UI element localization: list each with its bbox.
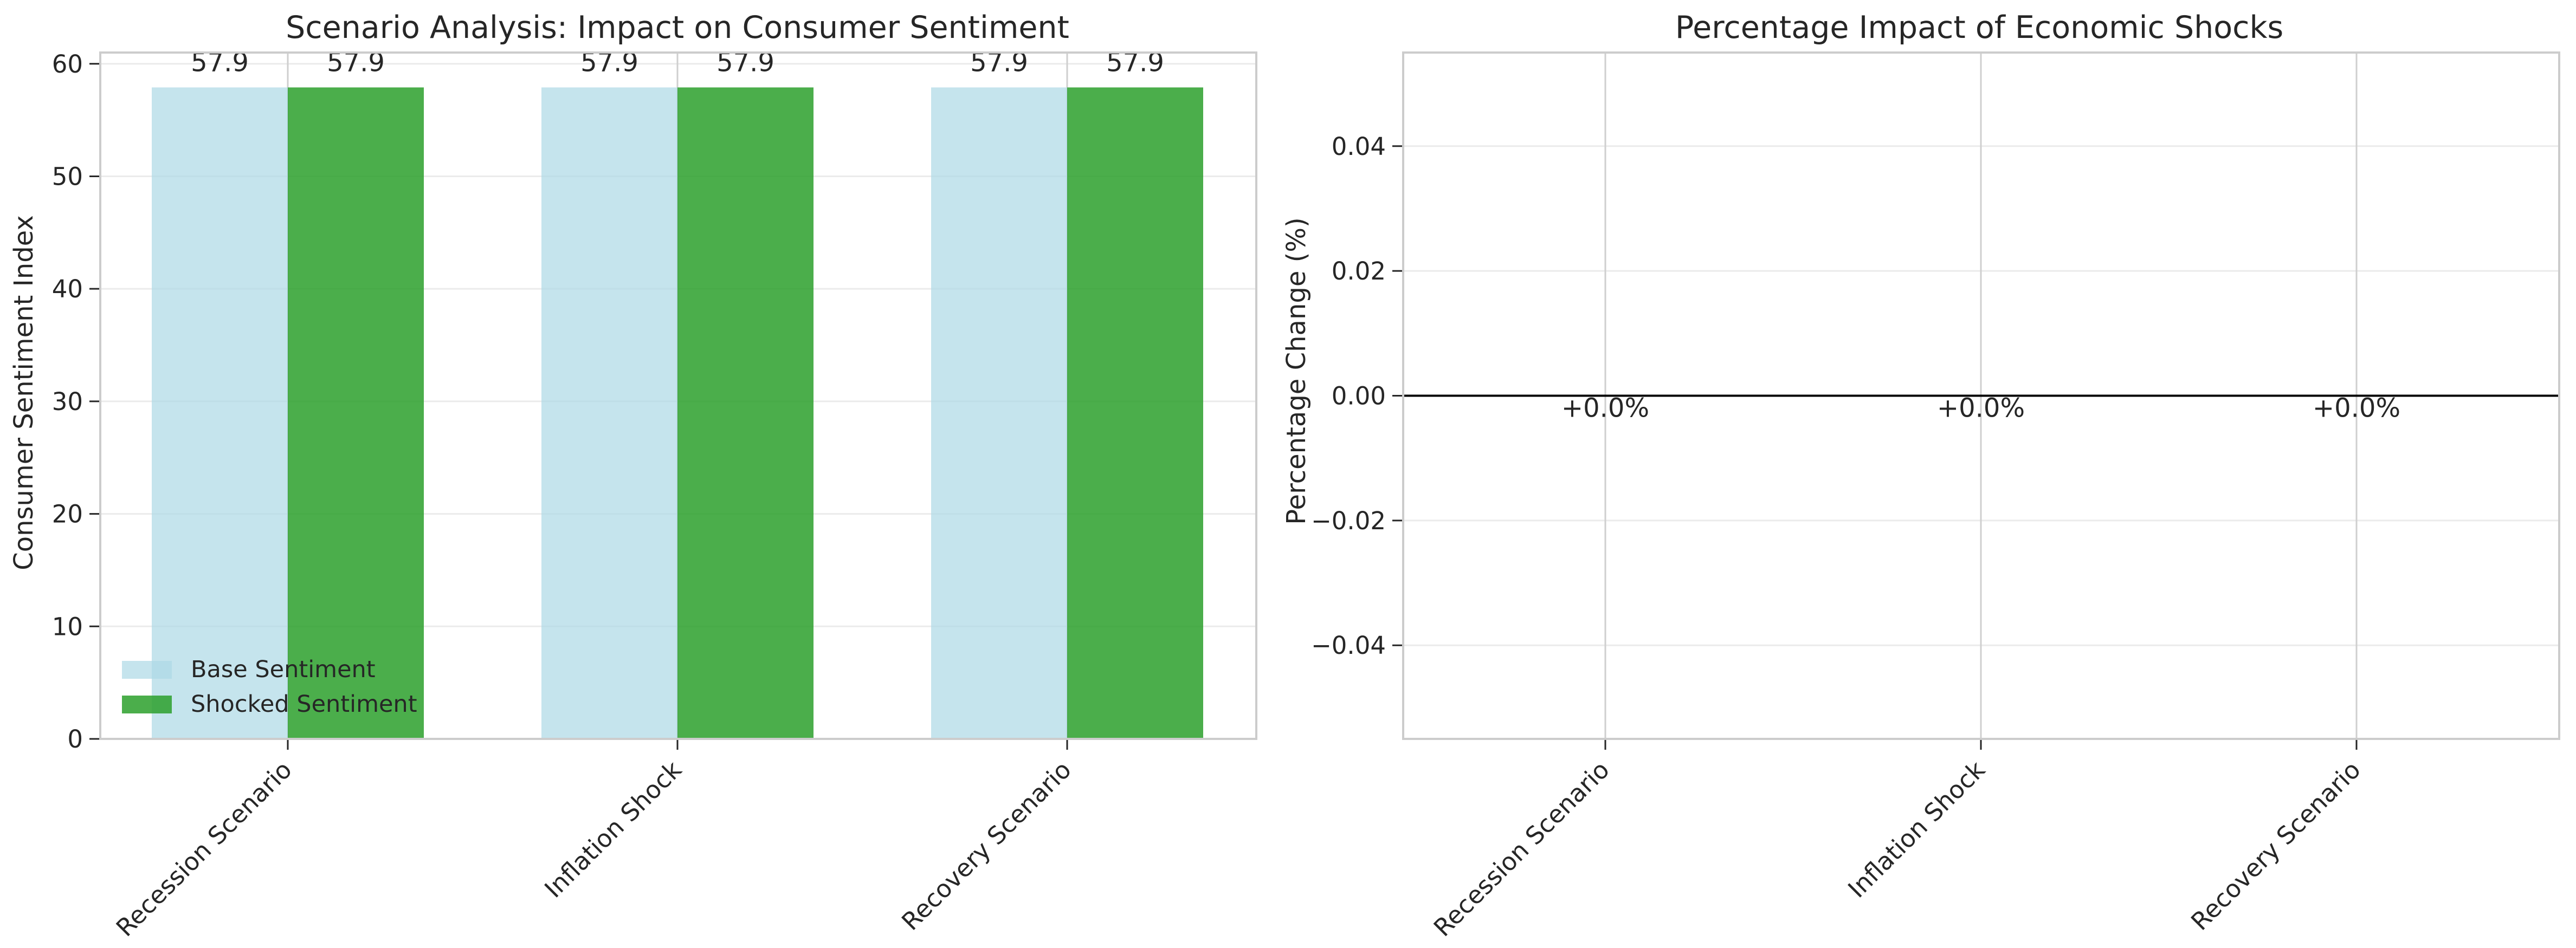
y-tick-label: 10 [52, 612, 83, 641]
sentiment-panel: Scenario Analysis: Impact on Consumer Se… [9, 10, 1257, 942]
legend-swatch [122, 661, 172, 679]
legend-label: Base Sentiment [191, 656, 376, 683]
y-tick-label: 0.04 [1332, 132, 1386, 161]
data-label: +0.0% [1561, 393, 1649, 424]
plot-frame [99, 51, 1257, 740]
y-tick-label: 40 [52, 275, 83, 303]
base-sentiment-bar [541, 87, 677, 739]
data-label: +0.0% [1937, 393, 2025, 424]
legend-label: Shocked Sentiment [191, 691, 417, 718]
y-tick-label: 0.02 [1332, 257, 1386, 285]
y-tick-label: 50 [52, 162, 83, 191]
y-tick-label: 0 [67, 725, 83, 754]
plot-frame [1402, 51, 2560, 740]
percentage-panel: Percentage Impact of Economic Shocks Per… [1281, 10, 2560, 942]
y-axis-label: Percentage Change (%) [1281, 217, 1312, 524]
x-tick-label: Inflation Shock [1842, 755, 1990, 903]
x-tick-label: Recession Scenario [1428, 755, 1615, 942]
y-tick-label: 20 [52, 500, 83, 529]
base-sentiment-bar [931, 87, 1067, 739]
y-tick-label: −0.04 [1311, 631, 1386, 660]
y-tick-label: 0.00 [1332, 382, 1386, 411]
y-tick-label: 60 [52, 50, 83, 79]
data-label: +0.0% [2313, 393, 2400, 424]
x-tick-label: Inflation Shock [539, 755, 687, 903]
x-tick-label: Recovery Scenario [2185, 755, 2366, 936]
chart-title: Percentage Impact of Economic Shocks [1675, 10, 2283, 46]
chart-title: Scenario Analysis: Impact on Consumer Se… [286, 10, 1069, 46]
x-tick-label: Recovery Scenario [896, 755, 1076, 936]
y-tick-label: −0.02 [1311, 507, 1386, 535]
y-tick-label: 30 [52, 387, 83, 416]
x-tick-label: Recession Scenario [111, 755, 298, 942]
legend: Base Sentiment Shocked Sentiment [122, 656, 417, 718]
base-sentiment-bar [152, 87, 288, 739]
shocked-sentiment-bar [677, 87, 814, 739]
legend-swatch [122, 696, 172, 713]
plot-area: −0.04 −0.02 0.00 0.02 0.04 +0.0% +0.0% +0.0% Rec… [1311, 51, 2560, 942]
y-axis-label: Consumer Sentiment Index [9, 215, 39, 570]
shocked-sentiment-bar [1067, 87, 1203, 739]
shocked-sentiment-bar [288, 87, 424, 739]
